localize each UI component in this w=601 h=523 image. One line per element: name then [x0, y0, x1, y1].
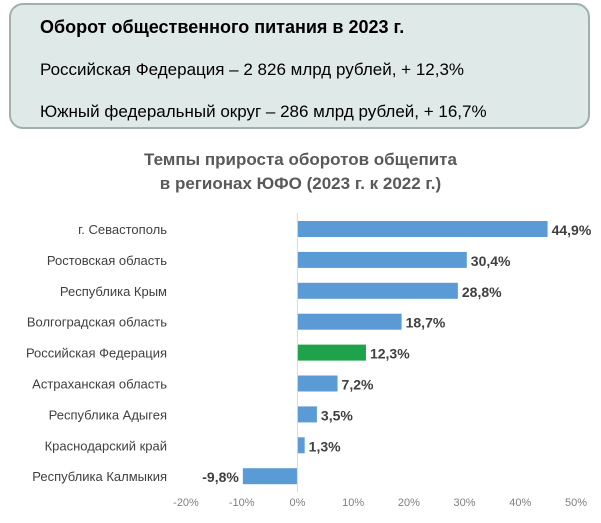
x-tick-label: 40% [509, 497, 531, 509]
category-label: Российская Федерация [26, 346, 167, 361]
value-label: 44,9% [552, 222, 592, 238]
bar [297, 251, 467, 268]
category-label: Краснодарский край [45, 438, 167, 453]
bar [242, 468, 298, 485]
info-title: Оборот общественного питания в 2023 г. [40, 17, 405, 37]
bar [297, 437, 305, 454]
bar [297, 406, 317, 423]
value-label: 30,4% [471, 253, 511, 269]
value-label: 1,3% [309, 438, 341, 454]
value-label: 3,5% [321, 407, 353, 423]
bar [297, 282, 458, 299]
value-label: 12,3% [370, 346, 410, 362]
info-line-russia: Российская Федерация – 2 826 млрд рублей… [40, 60, 465, 79]
x-tick-label: 10% [342, 497, 364, 509]
category-label: Республика Адыгея [49, 407, 167, 422]
category-label: Волгоградская область [27, 315, 167, 330]
info-box: Оборот общественного питания в 2023 г. Р… [9, 3, 590, 129]
x-tick-label: -10% [229, 497, 255, 509]
bar [297, 344, 366, 361]
value-label: 18,7% [406, 315, 446, 331]
bar [297, 221, 548, 237]
chart-title-line-1: Темпы прироста оборотов общепита [144, 150, 457, 169]
x-tick-label: -20% [173, 497, 199, 509]
value-label: 28,8% [462, 284, 502, 300]
bar [297, 313, 402, 330]
category-label: г. Севастополь [78, 222, 167, 237]
bar [297, 375, 338, 392]
x-tick-label: 20% [398, 497, 420, 509]
info-line-south: Южный федеральный округ – 286 млрд рубле… [40, 102, 487, 121]
x-tick-label: 50% [565, 497, 587, 509]
category-label: Республика Крым [60, 284, 167, 299]
value-label: -9,8% [202, 469, 239, 485]
chart-title-line-2: в регионах ЮФО (2023 г. к 2022 г.) [159, 174, 442, 193]
category-label: Астраханская область [32, 377, 167, 392]
category-label: Республика Калмыкия [32, 469, 167, 484]
x-tick-label: 0% [289, 497, 305, 509]
value-label: 7,2% [342, 377, 374, 393]
category-label: Ростовская область [47, 253, 167, 268]
x-tick-label: 30% [454, 497, 476, 509]
